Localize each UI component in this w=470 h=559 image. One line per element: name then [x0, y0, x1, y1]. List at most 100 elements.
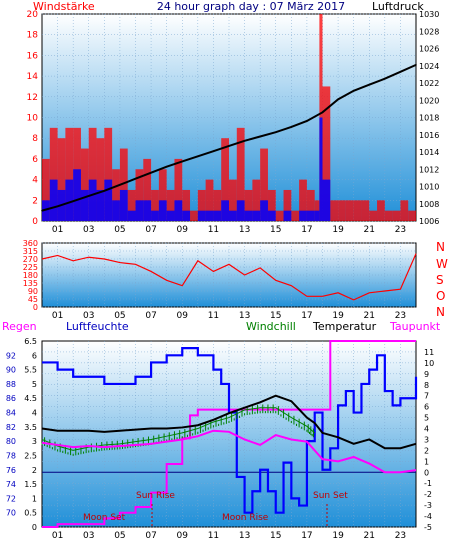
- y-temp-tick-label: 6: [424, 403, 429, 412]
- pressure-point: [368, 83, 371, 86]
- gust-bar: [244, 189, 253, 221]
- y-temp-tick-label: -4: [424, 512, 432, 521]
- y-temp-tick-label: 8: [424, 381, 429, 390]
- wind-bar: [182, 210, 191, 221]
- gust-bar: [221, 138, 229, 221]
- x-tick-label: 09: [177, 311, 189, 321]
- humidity-line: [42, 347, 418, 514]
- wind-bar: [127, 210, 136, 221]
- x-tick-label: 07: [145, 531, 156, 541]
- y-humidity-tick-label: 72: [6, 494, 16, 503]
- y-dir-tick-label: 225: [23, 263, 38, 272]
- y-rain-tick-label: 2: [32, 466, 37, 475]
- wind-bar: [96, 189, 105, 221]
- y-temp-tick-label: 5: [424, 414, 429, 423]
- pressure-point: [87, 195, 90, 197]
- y-rain-tick-label: 2.5: [24, 451, 37, 460]
- y-temp-tick-label: 3: [424, 435, 429, 444]
- y-right-tick-label: 1028: [419, 27, 439, 36]
- x-tick-label: 05: [114, 225, 125, 235]
- gust-bar: [158, 169, 167, 221]
- cardinal-s: S: [436, 273, 444, 287]
- x-tick-label: 15: [270, 225, 281, 235]
- gust-bar: [151, 189, 159, 221]
- pressure-point: [415, 64, 417, 66]
- x-tick-label: 03: [83, 225, 94, 235]
- legend-regen: Regen: [2, 320, 37, 333]
- wind-bar: [80, 189, 89, 221]
- pressure-point: [228, 145, 230, 147]
- gust-bar: [49, 127, 58, 221]
- wind-bar: [112, 200, 120, 221]
- y-rain-tick-label: 4: [32, 409, 37, 418]
- y-humidity-tick-label: 84: [6, 409, 16, 418]
- gust-bar: [361, 200, 370, 221]
- x-tick-label: 13: [239, 225, 250, 235]
- header-pressure-label: Luftdruck: [372, 0, 424, 13]
- gust-bar: [345, 200, 354, 221]
- gust-bar: [322, 86, 331, 221]
- wind-bar: [143, 200, 152, 221]
- y-right-tick-label: 1018: [419, 114, 439, 123]
- gust-bar: [205, 179, 214, 221]
- x-tick-label: 17: [301, 225, 312, 235]
- x-tick-label: 11: [208, 531, 219, 541]
- y-dir-tick-label: 360: [23, 239, 38, 248]
- pressure-point: [150, 171, 152, 174]
- y-rain-tick-label: 1.5: [24, 480, 37, 489]
- wind-bar: [73, 169, 81, 221]
- y-temp-tick-label: 4: [424, 425, 429, 434]
- gust-bar: [306, 189, 315, 221]
- y-dir-tick-label: 0: [33, 303, 38, 312]
- wind-bar: [49, 179, 58, 221]
- gust-bar: [236, 127, 245, 221]
- x-tick-label: 07: [145, 311, 156, 321]
- pressure-point: [321, 111, 324, 114]
- wind-bar: [158, 200, 167, 221]
- gust-bar: [400, 200, 409, 221]
- pressure-point: [243, 139, 246, 142]
- wind-bar: [260, 200, 268, 221]
- cardinal-o: O: [436, 289, 445, 303]
- y-right-tick-label: 1024: [419, 62, 439, 71]
- gust-bar: [143, 158, 152, 221]
- gust-bar: [369, 210, 378, 221]
- x-tick-label: 05: [114, 531, 125, 541]
- pressure-point: [259, 135, 261, 138]
- wind-bar: [42, 200, 50, 221]
- y-left-tick-label: 20: [27, 10, 39, 20]
- x-tick-label: 09: [177, 531, 189, 541]
- y-rain-tick-label: 5: [32, 380, 37, 389]
- pressure-point: [306, 120, 308, 122]
- y-rain-tick-label: 3.5: [24, 423, 37, 432]
- gust-bar: [174, 158, 183, 221]
- wind-bar: [299, 210, 307, 221]
- gust-bar: [182, 189, 191, 221]
- wind-bar: [119, 189, 128, 221]
- chart-title: 24 hour graph day : 07 März 2017: [157, 0, 345, 13]
- pressure-point: [119, 183, 121, 186]
- x-tick-label: 11: [208, 225, 219, 235]
- y-humidity-tick-label: 78: [6, 451, 16, 460]
- gust-bar: [127, 189, 136, 221]
- y-rain-tick-label: 4.5: [24, 394, 37, 403]
- x-tick-label: 19: [332, 225, 344, 235]
- y-humidity-tick-label: 76: [6, 466, 16, 475]
- wind-bar: [205, 210, 214, 221]
- y-temp-tick-label: 11: [424, 348, 434, 357]
- y-right-tick-label: 1006: [419, 217, 439, 226]
- y-temp-tick-label: 9: [424, 370, 429, 379]
- annotation-moon-rise: Moon Rise: [222, 513, 269, 523]
- gust-bar: [119, 148, 128, 221]
- gust-bar: [104, 127, 113, 221]
- gust-bar: [65, 127, 74, 221]
- y-right-tick-label: 1020: [419, 96, 439, 105]
- x-tick-label: 03: [83, 311, 94, 321]
- wind-bar: [135, 200, 144, 221]
- wind-bar: [197, 210, 206, 221]
- gust-bar: [135, 169, 144, 221]
- gust-bar: [190, 210, 198, 221]
- gust-bar: [275, 210, 284, 221]
- pressure-point: [197, 155, 199, 158]
